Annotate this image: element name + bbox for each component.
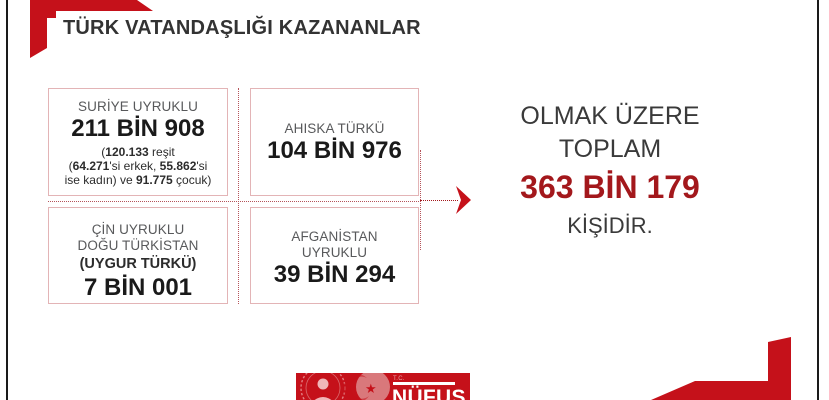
svg-text:★: ★ [365,381,377,396]
